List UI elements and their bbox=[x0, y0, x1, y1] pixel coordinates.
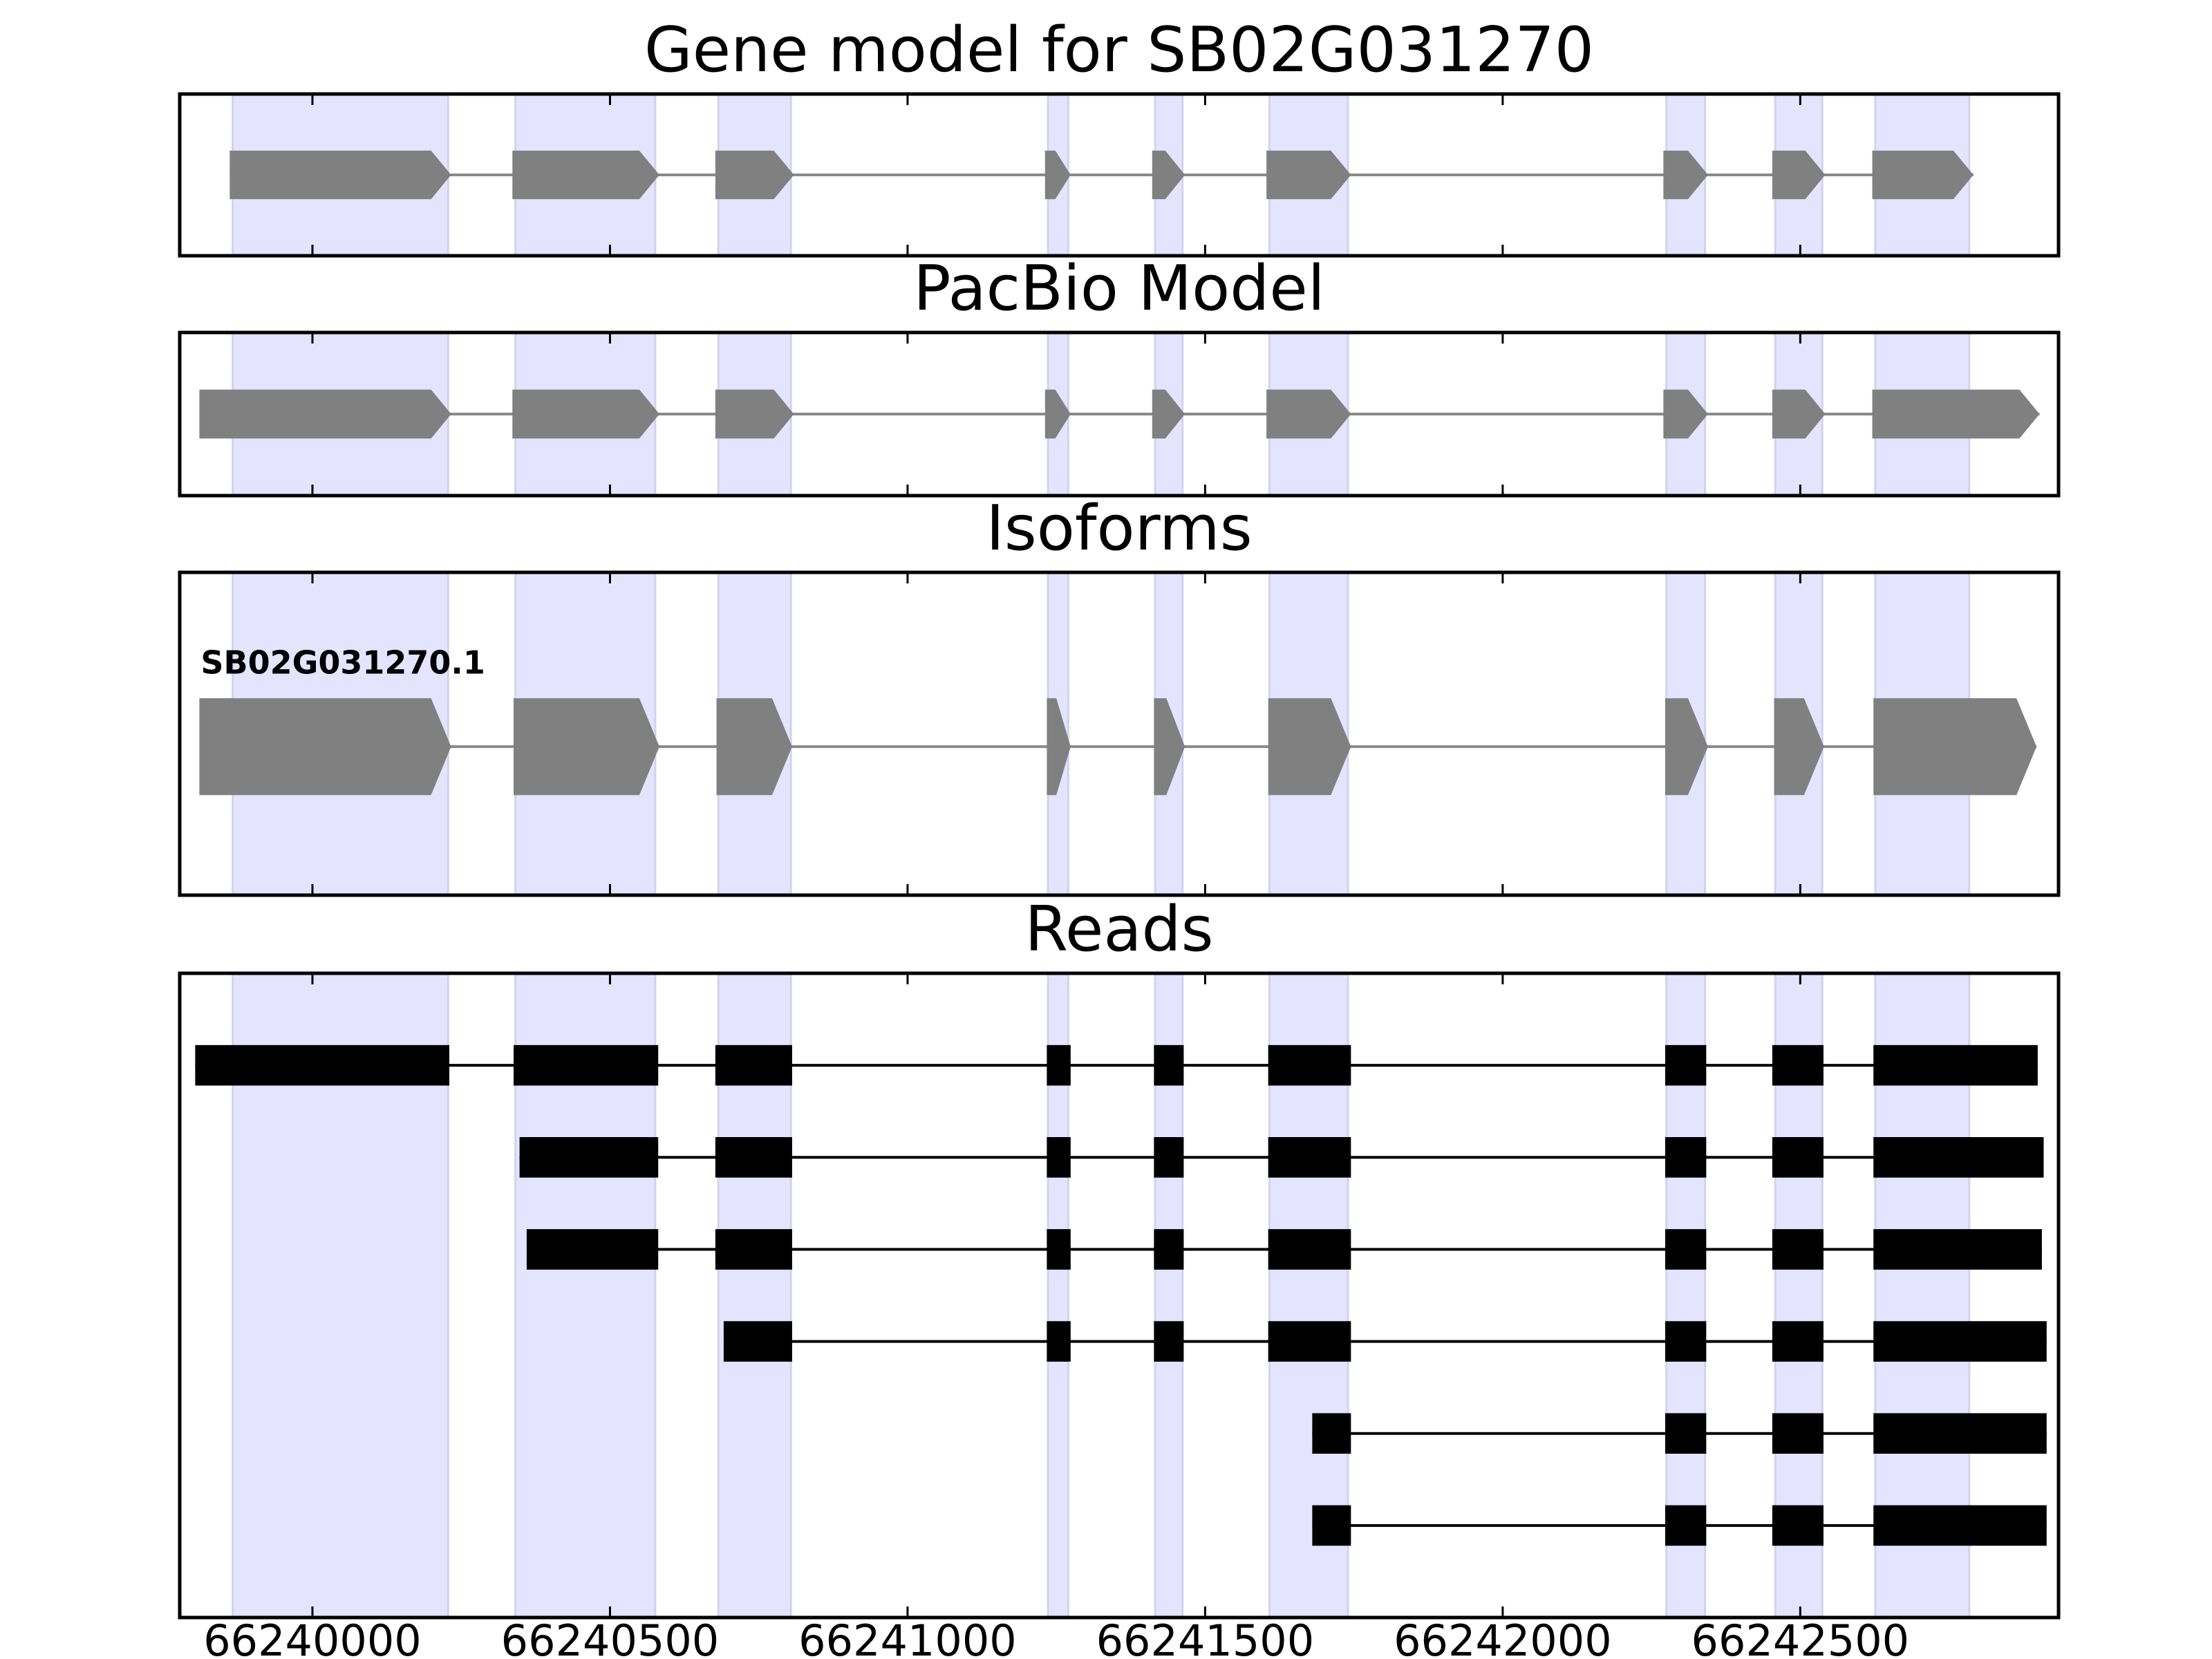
panel-frame bbox=[178, 330, 2061, 498]
exon-arrow bbox=[1044, 150, 1071, 200]
exon-block bbox=[1047, 1229, 1071, 1270]
exon-arrow bbox=[1872, 150, 1974, 200]
exon-block bbox=[1312, 1413, 1351, 1454]
exon-block bbox=[723, 1321, 792, 1362]
exon-block bbox=[1154, 1044, 1184, 1086]
exon-arrow bbox=[1266, 389, 1351, 439]
exon-arrow bbox=[1154, 698, 1185, 796]
exon-block bbox=[1665, 1413, 1707, 1454]
exon-arrow bbox=[1663, 389, 1708, 439]
exon-block bbox=[519, 1136, 659, 1178]
exon-block bbox=[195, 1044, 450, 1086]
exon-block bbox=[1268, 1321, 1351, 1362]
exon-arrow bbox=[1152, 389, 1185, 439]
x-tick-label: 66242500 bbox=[1691, 1615, 1910, 1659]
exon-arrow bbox=[1665, 698, 1708, 796]
exon-block bbox=[1873, 1505, 2047, 1546]
exon-block bbox=[1154, 1136, 1184, 1178]
exon-arrow bbox=[513, 698, 659, 796]
exon-arrow bbox=[716, 698, 792, 796]
exon-arrow bbox=[199, 389, 451, 439]
panel-title: Isoforms bbox=[986, 492, 1252, 565]
exon-arrow bbox=[1772, 389, 1826, 439]
exon-block bbox=[1665, 1229, 1707, 1270]
x-tick-label: 66241000 bbox=[798, 1615, 1017, 1659]
exon-arrow bbox=[1774, 698, 1824, 796]
exon-arrow bbox=[1044, 389, 1071, 439]
exon-arrow bbox=[1873, 698, 2037, 796]
exon-block bbox=[1312, 1505, 1351, 1546]
exon-arrow bbox=[1047, 698, 1071, 796]
exon-block bbox=[1772, 1044, 1824, 1086]
exon-arrow bbox=[1663, 150, 1708, 200]
panel-frame bbox=[178, 971, 2061, 1620]
exon-arrow bbox=[1772, 150, 1826, 200]
exon-block bbox=[1665, 1321, 1707, 1362]
exon-arrow bbox=[1268, 698, 1351, 796]
exon-block bbox=[715, 1044, 792, 1086]
exon-arrow bbox=[1266, 150, 1351, 200]
exon-arrow bbox=[512, 150, 659, 200]
exon-block bbox=[1047, 1044, 1071, 1086]
exon-block bbox=[1154, 1229, 1184, 1270]
exon-block bbox=[1268, 1229, 1351, 1270]
panel-frame bbox=[178, 92, 2061, 258]
panel-title: Gene model for SB02G031270 bbox=[644, 14, 1594, 86]
panel-title: PacBio Model bbox=[913, 252, 1325, 325]
exon-block bbox=[513, 1044, 659, 1086]
exon-arrow bbox=[229, 150, 451, 200]
exon-block bbox=[715, 1229, 792, 1270]
exon-block bbox=[1873, 1044, 2038, 1086]
exon-block bbox=[1665, 1044, 1707, 1086]
exon-block bbox=[1772, 1413, 1824, 1454]
exon-block bbox=[526, 1229, 659, 1270]
exon-block bbox=[715, 1136, 792, 1178]
exon-block bbox=[1873, 1413, 2047, 1454]
exon-block bbox=[1665, 1505, 1707, 1546]
exon-arrow bbox=[715, 150, 794, 200]
exon-block bbox=[1873, 1136, 2044, 1178]
x-tick-label: 66240500 bbox=[501, 1615, 720, 1659]
exon-arrow bbox=[512, 389, 659, 439]
exon-block bbox=[1873, 1229, 2042, 1270]
exon-arrow bbox=[199, 698, 451, 796]
exon-block bbox=[1772, 1229, 1824, 1270]
exon-block bbox=[1665, 1136, 1707, 1178]
exon-block bbox=[1772, 1321, 1824, 1362]
x-tick-label: 66240000 bbox=[203, 1615, 422, 1659]
exon-arrow bbox=[1872, 389, 2040, 439]
exon-block bbox=[1873, 1321, 2047, 1362]
x-tick-label: 66241500 bbox=[1096, 1615, 1315, 1659]
exon-block bbox=[1047, 1321, 1071, 1362]
exon-block bbox=[1268, 1136, 1351, 1178]
x-tick-label: 66242000 bbox=[1394, 1615, 1612, 1659]
panel-title: Reads bbox=[1024, 893, 1213, 966]
exon-arrow bbox=[715, 389, 794, 439]
exon-block bbox=[1772, 1136, 1824, 1178]
exon-block bbox=[1047, 1136, 1071, 1178]
exon-block bbox=[1154, 1321, 1184, 1362]
exon-block bbox=[1772, 1505, 1824, 1546]
exon-block bbox=[1268, 1044, 1351, 1086]
exon-arrow bbox=[1152, 150, 1185, 200]
isoform-label: SB02G031270.1 bbox=[200, 644, 485, 682]
panel-frame bbox=[178, 570, 2061, 897]
